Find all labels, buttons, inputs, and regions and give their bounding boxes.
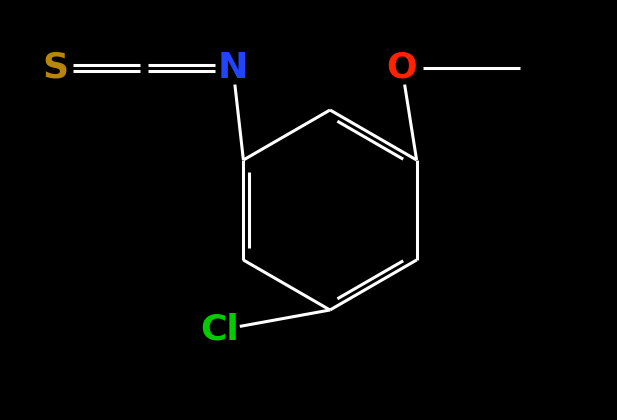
Text: Cl: Cl bbox=[201, 313, 239, 347]
Text: N: N bbox=[218, 51, 248, 85]
Text: O: O bbox=[387, 51, 417, 85]
Text: S: S bbox=[42, 51, 68, 85]
